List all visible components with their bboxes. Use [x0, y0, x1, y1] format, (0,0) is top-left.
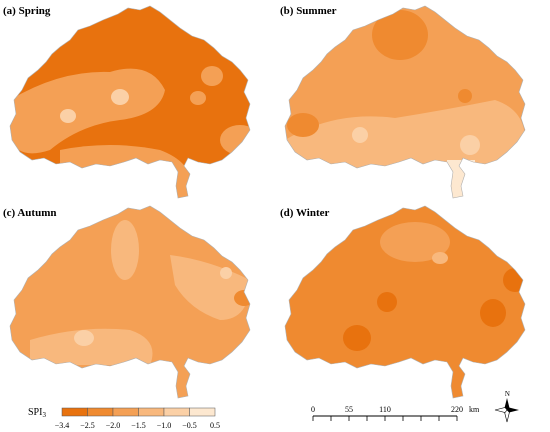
- summer-patch-3: [458, 89, 472, 103]
- autumn-patch-1: [74, 330, 94, 346]
- legend-class-4: [163, 407, 190, 417]
- autumn-patch-3: [220, 267, 232, 279]
- scale-unit: km: [469, 405, 480, 414]
- legend-class-3: [138, 407, 165, 417]
- compass-north-arrow-icon: N: [494, 390, 519, 423]
- spring-patch-1: [111, 89, 129, 105]
- winter-patch-2: [480, 299, 506, 327]
- legend-tick-label: −2.0: [106, 421, 121, 430]
- scale-bar: 0 55 110 220 km: [311, 405, 480, 421]
- autumn-zone-south: [30, 328, 153, 365]
- panel-label-winter: (d) Winter: [280, 207, 330, 219]
- panel-spring: (a) Spring: [3, 5, 251, 199]
- legend-tick-label: −2.5: [80, 421, 95, 430]
- scale-tick-label: 110: [379, 405, 391, 414]
- legend-color-bar: [61, 407, 216, 417]
- legend-tick-label: −3.4: [55, 421, 70, 430]
- summer-patch-west: [287, 113, 319, 137]
- autumn-patch-north: [111, 220, 139, 280]
- winter-patch-1: [377, 292, 397, 312]
- legend: SPI3 −3.4 −2.5 −2.0 −1.5 −1.0 −0.5 0.5: [28, 407, 220, 430]
- scale-tick-label: 220: [451, 405, 463, 414]
- winter-patch-5: [432, 252, 448, 264]
- legend-tick-label: −1.0: [157, 421, 172, 430]
- north-letter: N: [505, 390, 510, 398]
- panel-autumn: (c) Autumn: [3, 205, 251, 399]
- legend-tick-labels: −3.4 −2.5 −2.0 −1.5 −1.0 −0.5 0.5: [55, 421, 220, 430]
- spring-patch-3: [201, 66, 223, 86]
- legend-tick-label: −0.5: [182, 421, 197, 430]
- legend-tick-label: −1.5: [131, 421, 146, 430]
- legend-class-1: [87, 407, 114, 417]
- winter-patch-north: [380, 222, 450, 262]
- spring-patch-5: [190, 91, 206, 105]
- winter-patch-4: [503, 268, 525, 292]
- panel-label-autumn: (c) Autumn: [3, 207, 56, 219]
- spring-patch-2: [60, 109, 76, 123]
- legend-class-5: [189, 407, 216, 417]
- scale-tick-label: 55: [345, 405, 353, 414]
- legend-title: SPI3: [28, 407, 46, 419]
- scale-tick-label: 0: [311, 405, 315, 414]
- panel-summer: (b) Summer: [280, 5, 526, 199]
- scale-bar-segments: [312, 416, 458, 421]
- summer-patch-2: [460, 135, 480, 155]
- summer-patch-1: [352, 127, 368, 143]
- panel-winter: (d) Winter: [280, 205, 526, 399]
- scale-bar-labels: 0 55 110 220: [311, 405, 463, 414]
- panel-label-spring: (a) Spring: [3, 5, 51, 17]
- spring-patch-4: [220, 125, 250, 155]
- legend-class-2: [112, 407, 139, 417]
- summer-patch-tail: [447, 160, 475, 198]
- panel-label-summer: (b) Summer: [280, 5, 337, 17]
- legend-class-0: [61, 407, 88, 417]
- winter-patch-3: [343, 325, 371, 351]
- spring-zone-mid: [10, 68, 165, 154]
- legend-tick-label: 0.5: [210, 421, 220, 430]
- summer-patch-north: [372, 10, 428, 60]
